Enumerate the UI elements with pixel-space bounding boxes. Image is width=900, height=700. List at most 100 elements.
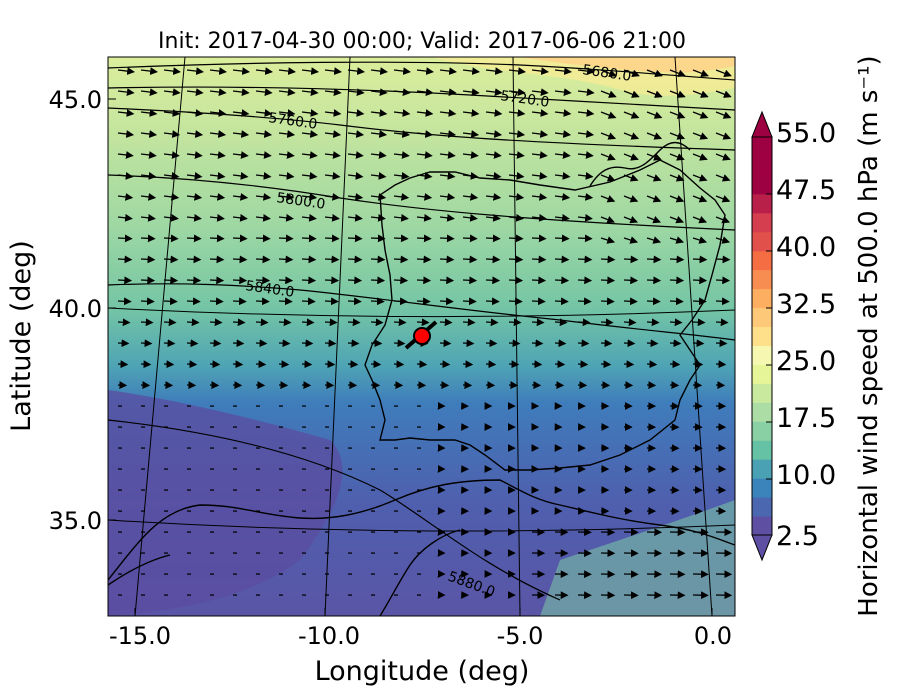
wind-arrow	[531, 172, 548, 180]
wind-arrow	[462, 255, 478, 264]
wind-arrow	[508, 255, 524, 264]
wind-arrow	[117, 172, 134, 180]
wind-arrow	[623, 318, 637, 327]
wind-arrow	[485, 67, 503, 75]
wind-arrow	[370, 276, 386, 285]
wind-arrow	[439, 213, 455, 222]
wind-arrow	[416, 255, 432, 264]
wind-arrow	[347, 130, 365, 138]
wind-arrow	[692, 297, 707, 306]
wind-arrow	[163, 67, 181, 75]
wind-arrow	[600, 153, 616, 161]
wind-arrow	[370, 172, 387, 180]
wind-arrow	[186, 339, 199, 348]
wind-arrow	[623, 69, 640, 77]
wind-arrow	[715, 276, 731, 285]
wind-arrow	[370, 318, 384, 327]
wind-arrow	[255, 130, 273, 138]
y-tick-label: 35.0	[49, 507, 102, 535]
wind-arrow	[439, 130, 457, 138]
wind-arrow	[301, 318, 315, 327]
wind-arrow	[324, 109, 342, 117]
wind-arrow	[232, 276, 248, 285]
wind-arrow	[255, 193, 272, 201]
wind-arrow	[439, 67, 457, 75]
wind-arrow	[508, 67, 526, 75]
wind-arrow	[232, 339, 245, 348]
wind-arrow	[646, 236, 662, 244]
y-axis: 45.0 40.0 35.0 Latitude (deg)	[6, 86, 116, 535]
wind-arrow	[393, 360, 405, 369]
wind-arrow	[554, 255, 570, 264]
wind-arrow	[485, 234, 501, 243]
wind-arrow	[416, 318, 430, 327]
wind-arrow	[646, 276, 662, 285]
wind-arrow	[393, 234, 409, 243]
wind-arrow	[715, 90, 732, 98]
wind-arrow	[324, 67, 342, 75]
wind-arrow	[416, 276, 432, 285]
wind-arrow	[232, 88, 250, 96]
wind-arrow	[531, 109, 549, 117]
wind-arrow	[324, 213, 340, 222]
wind-arrow	[393, 339, 406, 348]
wind-arrow	[600, 236, 616, 244]
wind-arrow	[163, 234, 179, 243]
wind-arrow	[232, 297, 247, 306]
colorbar-band	[752, 402, 772, 422]
wind-arrow	[669, 153, 685, 161]
wind-arrow	[600, 297, 615, 306]
wind-arrow	[577, 67, 595, 75]
wind-arrow	[301, 276, 317, 285]
meridian-line	[674, 57, 713, 616]
wind-arrow	[324, 172, 341, 180]
parallel-line	[108, 307, 735, 318]
wind-arrow	[715, 132, 732, 140]
wind-arrow	[485, 172, 502, 180]
wind-arrow	[278, 151, 295, 159]
wind-arrow	[416, 67, 434, 75]
contour-label: 5680.0	[581, 62, 632, 85]
wind-arrow	[646, 153, 662, 161]
colorbar-band	[752, 269, 772, 290]
wind-arrow	[301, 234, 317, 243]
wind-arrow	[324, 234, 340, 243]
wind-arrow	[462, 276, 478, 285]
wind-arrow	[462, 193, 479, 201]
wind-arrow	[554, 109, 572, 117]
wind-arrow	[140, 234, 156, 243]
colorbar-band	[752, 345, 772, 365]
wind-arrow	[232, 151, 249, 159]
wind-arrow	[232, 213, 248, 222]
wind-arrow	[462, 130, 480, 138]
wind-arrow	[462, 213, 478, 222]
wind-arrow	[646, 360, 658, 369]
wind-arrow	[117, 88, 135, 96]
colorbar-band	[752, 250, 772, 271]
wind-arrow	[692, 153, 708, 161]
wind-arrow	[623, 174, 639, 182]
wind-arrow	[623, 255, 639, 264]
contour-label: 5840.0	[244, 278, 295, 301]
wind-arrow	[209, 234, 225, 243]
contour-5720	[108, 86, 735, 111]
y-tick-label: 40.0	[49, 295, 102, 323]
wind-arrow	[324, 255, 340, 264]
wind-arrow	[347, 109, 365, 117]
wind-arrow	[646, 195, 662, 203]
colorbar-band	[752, 137, 772, 157]
wind-arrow	[508, 213, 524, 222]
wind-arrow	[255, 234, 271, 243]
wind-arrow	[255, 151, 272, 159]
wind-arrow	[163, 213, 179, 222]
wind-arrow	[554, 234, 570, 243]
wind-arrow	[508, 172, 525, 180]
wind-arrow	[669, 255, 685, 264]
meridian-line	[324, 57, 351, 616]
wind-arrow	[301, 67, 319, 75]
wind-arrow	[646, 132, 663, 140]
wind-arrow	[439, 88, 457, 96]
wind-arrow	[393, 213, 409, 222]
wind-arrow	[577, 318, 591, 327]
wind-arrow	[186, 151, 203, 159]
